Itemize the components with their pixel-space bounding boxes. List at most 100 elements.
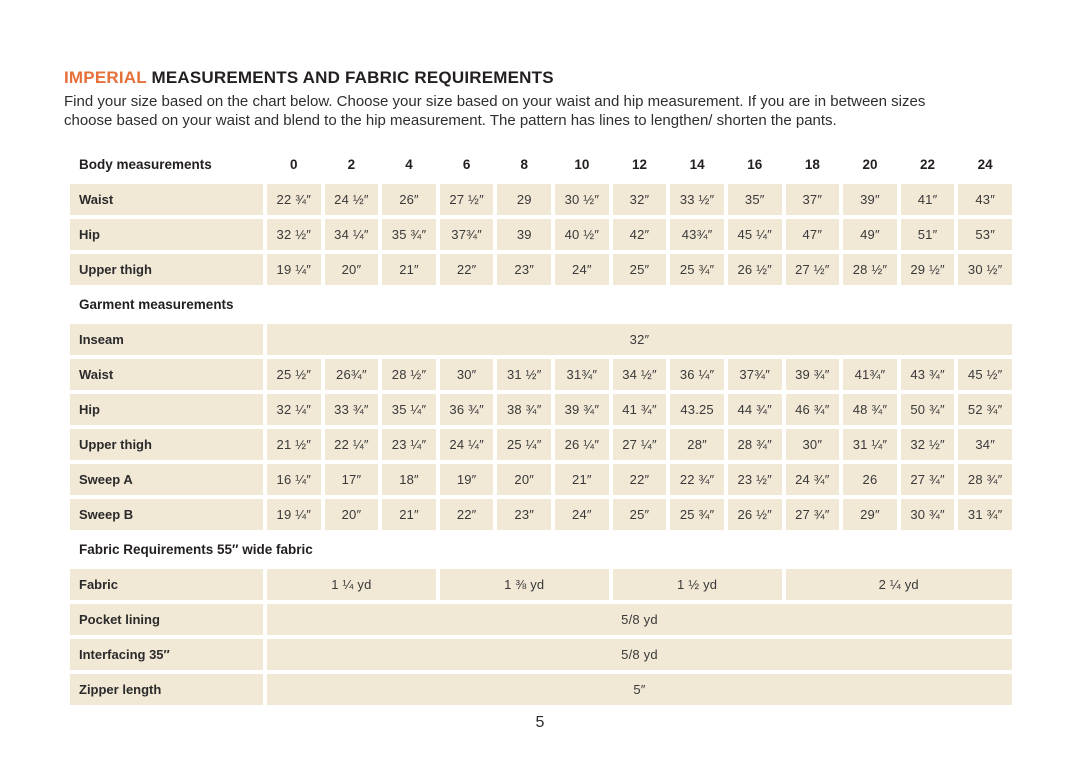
value-cell: 34″ — [958, 429, 1012, 460]
value-cell: 30 ½″ — [958, 254, 1012, 285]
value-cell: 45 ½″ — [958, 359, 1012, 390]
page-title-highlight: IMPERIAL — [64, 68, 147, 87]
page-title-rest: MEASUREMENTS AND FABRIC REQUIREMENTS — [146, 68, 554, 87]
value-cell: 22″ — [612, 464, 667, 495]
row-label-fabric: Fabric — [70, 569, 263, 600]
value-cell-span-all: 5/8 yd — [267, 604, 1012, 635]
size-header-10: 10 — [574, 157, 590, 172]
value-cell-span-all: 5″ — [267, 674, 1012, 705]
value-cell: 23 ¼″ — [382, 429, 436, 460]
value-cell: 26 ¼″ — [555, 429, 609, 460]
size-header-24: 24 — [977, 157, 993, 172]
value-cell: 25 ¾″ — [670, 499, 724, 530]
value-cell-span: 1 ¼ yd — [267, 569, 436, 600]
value-cell: 34 ¼″ — [324, 219, 379, 250]
value-cell: 49″ — [843, 219, 897, 250]
value-cell: 32 ½″ — [900, 429, 955, 460]
value-cell: 24″ — [555, 499, 609, 530]
value-cell: 25″ — [612, 499, 667, 530]
value-cell: 24 ¾″ — [785, 464, 840, 495]
value-cell: 31 ½″ — [497, 359, 552, 390]
value-cell: 23 ½″ — [727, 464, 782, 495]
value-cell: 28 ¾″ — [958, 464, 1012, 495]
value-cell: 33 ½″ — [670, 184, 724, 215]
value-cell: 28 ½″ — [843, 254, 897, 285]
value-cell: 32 ¼″ — [267, 394, 321, 425]
value-cell: 30 ½″ — [555, 184, 609, 215]
size-header-8: 8 — [520, 157, 529, 172]
value-cell: 33 ¾″ — [324, 394, 379, 425]
value-cell: 43 ¾″ — [900, 359, 955, 390]
value-cell: 35″ — [727, 184, 782, 215]
value-cell: 19″ — [439, 464, 494, 495]
value-cell-span-all: 5/8 yd — [267, 639, 1012, 670]
value-cell: 28 ½″ — [382, 359, 436, 390]
size-header-12: 12 — [631, 157, 647, 172]
value-cell: 20″ — [324, 254, 379, 285]
value-cell: 43¾″ — [670, 219, 724, 250]
size-header-16: 16 — [747, 157, 763, 172]
value-cell: 37¾″ — [439, 219, 494, 250]
size-header-22: 22 — [920, 157, 936, 172]
value-cell: 35 ¼″ — [382, 394, 436, 425]
value-cell: 22 ¾″ — [267, 184, 321, 215]
value-cell: 46 ¾″ — [785, 394, 840, 425]
value-cell: 26 ½″ — [727, 254, 782, 285]
value-cell: 21 ½″ — [267, 429, 321, 460]
value-cell: 48 ¾″ — [843, 394, 897, 425]
value-cell: 39″ — [843, 184, 897, 215]
value-cell: 29 ½″ — [900, 254, 955, 285]
value-cell: 42″ — [612, 219, 667, 250]
value-cell: 27 ¼″ — [612, 429, 667, 460]
section-label-garment-measurements: Garment measurements — [79, 297, 234, 312]
value-cell: 36 ¾″ — [439, 394, 494, 425]
row-label-interfacing-35: Interfacing 35″ — [70, 639, 263, 670]
value-cell: 25″ — [612, 254, 667, 285]
value-cell: 51″ — [900, 219, 955, 250]
value-cell: 41 ¾″ — [612, 394, 667, 425]
value-cell: 27 ½″ — [785, 254, 840, 285]
value-cell: 52 ¾″ — [958, 394, 1012, 425]
row-label-upper-thigh: Upper thigh — [70, 429, 263, 460]
value-cell: 43.25 — [670, 394, 724, 425]
value-cell: 37″ — [785, 184, 840, 215]
row-label-upper-thigh: Upper thigh — [70, 254, 263, 285]
value-cell: 27 ¾″ — [785, 499, 840, 530]
section-label-fabric-requirements: Fabric Requirements 55″ wide fabric — [79, 542, 313, 557]
value-cell: 53″ — [958, 219, 1012, 250]
row-label-sweep-a: Sweep A — [70, 464, 263, 495]
value-cell: 29 — [497, 184, 552, 215]
row-label-hip: Hip — [70, 394, 263, 425]
subtitle-line-1: Find your size based on the chart below.… — [64, 93, 926, 110]
value-cell: 22″ — [439, 499, 494, 530]
size-header-6: 6 — [462, 157, 471, 172]
value-cell: 26″ — [382, 184, 436, 215]
value-cell: 39 — [497, 219, 552, 250]
row-label-zipper-length: Zipper length — [70, 674, 263, 705]
value-cell: 24 ¼″ — [439, 429, 494, 460]
value-cell: 24″ — [555, 254, 609, 285]
value-cell: 32″ — [612, 184, 667, 215]
value-cell: 25 ¾″ — [670, 254, 724, 285]
value-cell: 29″ — [843, 499, 897, 530]
section-label-body-measurements: Body measurements — [79, 157, 212, 172]
value-cell: 38 ¾″ — [497, 394, 552, 425]
size-header-14: 14 — [689, 157, 705, 172]
value-cell: 18″ — [382, 464, 436, 495]
value-cell: 22 ¾″ — [670, 464, 724, 495]
value-cell: 41¾″ — [843, 359, 897, 390]
value-cell: 20″ — [324, 499, 379, 530]
value-cell: 26 — [843, 464, 897, 495]
value-cell: 16 ¼″ — [267, 464, 321, 495]
value-cell: 26 ½″ — [727, 499, 782, 530]
value-cell: 44 ¾″ — [727, 394, 782, 425]
value-cell: 31¾″ — [555, 359, 609, 390]
value-cell: 35 ¾″ — [382, 219, 436, 250]
value-cell: 50 ¾″ — [900, 394, 955, 425]
value-cell: 21″ — [382, 499, 436, 530]
row-label-waist: Waist — [70, 359, 263, 390]
value-cell: 17″ — [324, 464, 379, 495]
value-cell: 21″ — [382, 254, 436, 285]
value-cell-span-all: 32″ — [267, 324, 1012, 355]
page-number: 5 — [535, 714, 545, 731]
